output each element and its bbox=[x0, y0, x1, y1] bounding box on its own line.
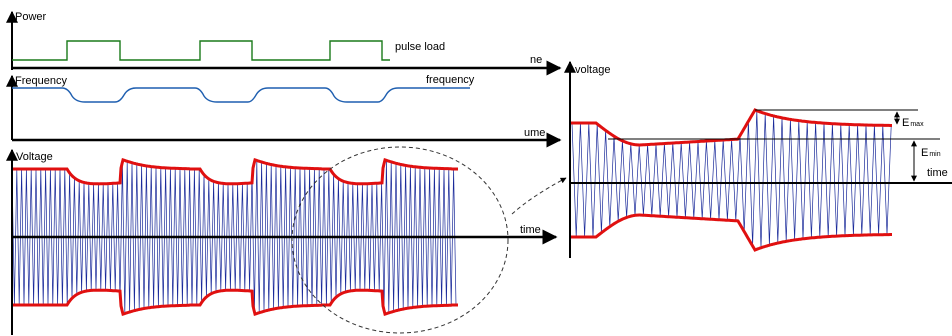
zoom-callout bbox=[291, 146, 567, 334]
zoomed-voltage-plot: voltage time Emax Emin bbox=[564, 60, 952, 258]
frequency-trace bbox=[12, 87, 470, 103]
zoomed-time-label: time bbox=[927, 167, 948, 179]
voltage-envelope-lower bbox=[12, 288, 458, 316]
zoomed-envelope-lower bbox=[570, 213, 892, 252]
power-time-label: ne bbox=[530, 54, 542, 66]
voltage-time-label: time bbox=[520, 224, 541, 236]
emin-label: Emin bbox=[921, 147, 941, 159]
zoom-ellipse bbox=[291, 146, 509, 334]
zoomed-carrier bbox=[571, 110, 892, 248]
zoom-arrow bbox=[511, 177, 567, 215]
zoomed-voltage-axis-label: voltage bbox=[575, 64, 610, 76]
zoomed-envelope-upper bbox=[570, 108, 892, 147]
power-trace bbox=[12, 40, 390, 61]
emax-label: Emax bbox=[902, 117, 924, 129]
power-plot: Power ne pulse load bbox=[5, 10, 562, 76]
voltage-plot: Voltage time bbox=[5, 148, 558, 335]
voltage-envelope-upper bbox=[12, 158, 458, 186]
zoomed-carrier-wave bbox=[571, 110, 892, 248]
frequency-time-label: ume bbox=[524, 127, 545, 139]
frequency-axis-label: Frequency bbox=[15, 75, 67, 87]
pulse-load-label: pulse load bbox=[395, 41, 445, 53]
power-axis-label: Power bbox=[15, 11, 47, 23]
frequency-plot: Frequency ume frequency bbox=[5, 74, 562, 148]
voltage-axis-label: Voltage bbox=[16, 151, 53, 163]
frequency-curve-label: frequency bbox=[426, 74, 475, 86]
